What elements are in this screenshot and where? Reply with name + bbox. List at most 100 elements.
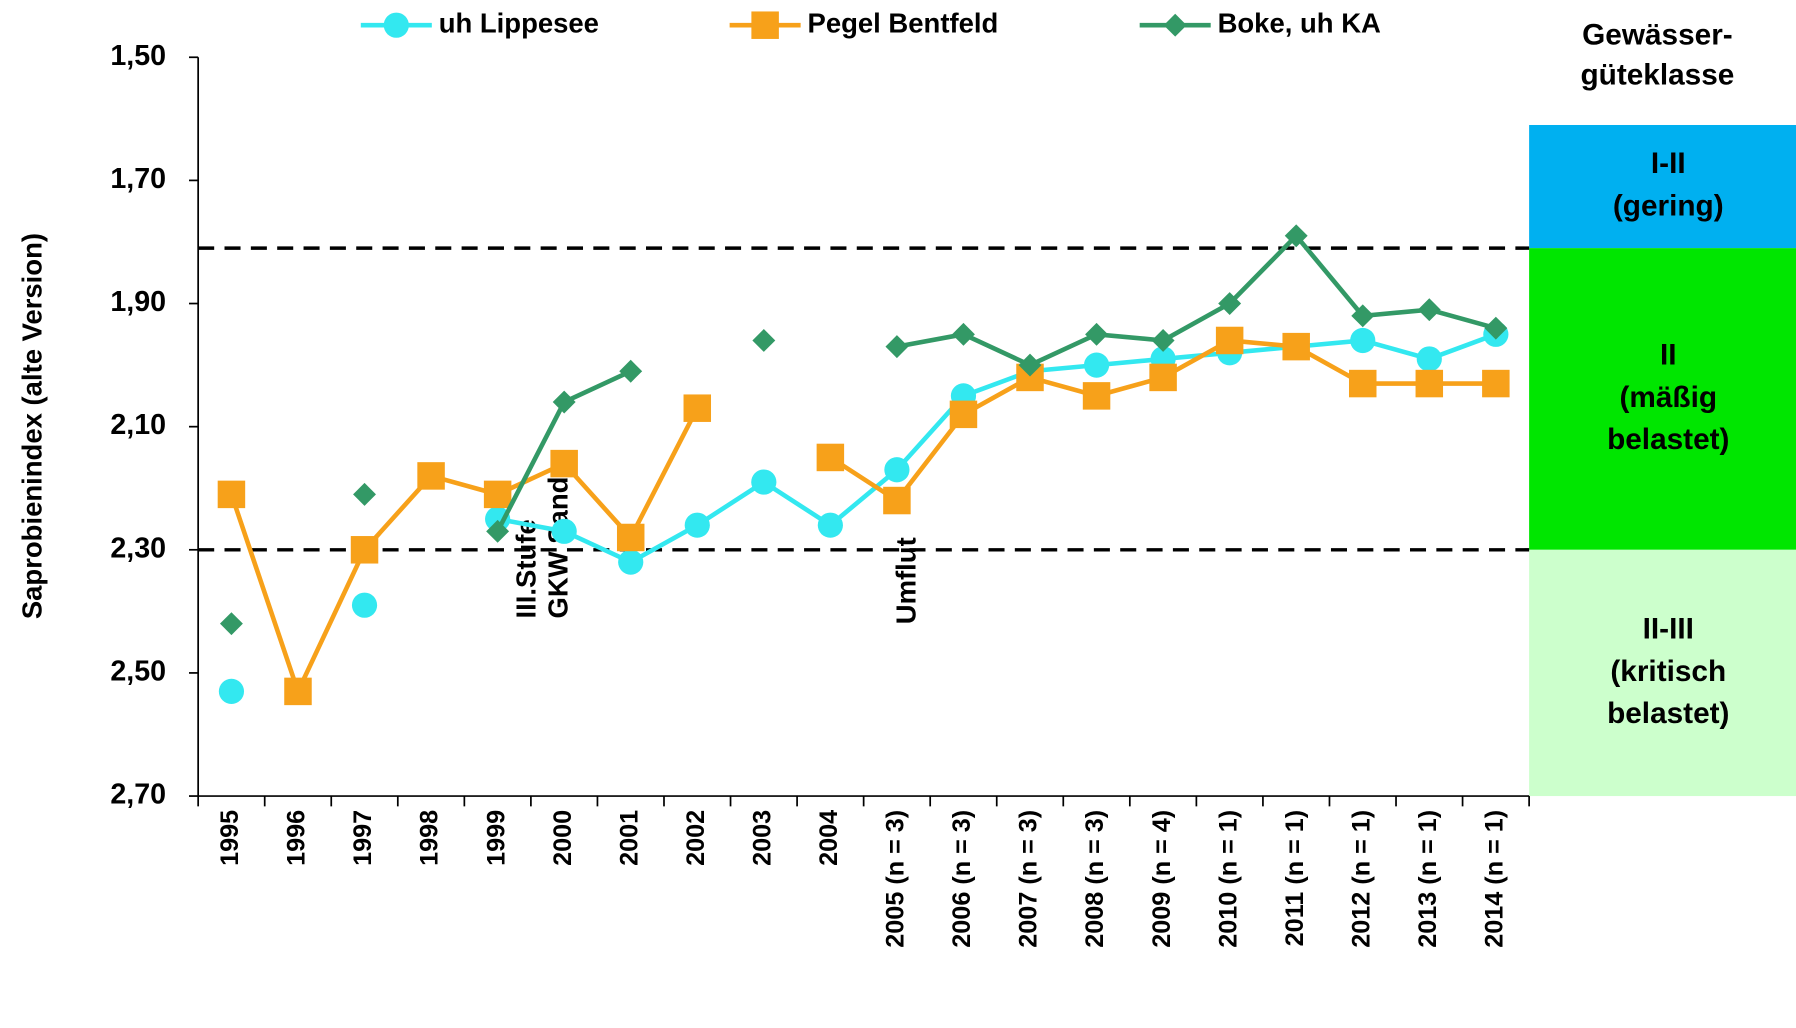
legend-label: uh Lippesee [439,7,599,38]
band-label: II [1660,338,1677,371]
series-line [497,332,1497,565]
x-tick-label: 2007 (n = 3) [1015,810,1043,948]
data-point [883,486,911,515]
data-point [1085,322,1109,346]
data-point [1284,224,1308,248]
class-band [1529,248,1796,550]
annotation: III.Stufe [510,519,541,618]
x-tick-label: 2002 [682,810,710,866]
x-tick-label: 2012 (n = 1) [1347,810,1375,948]
series-line [229,338,1496,698]
x-tick-label: 1997 [349,810,377,866]
data-point [1351,304,1375,328]
x-tick-label: 2008 (n = 3) [1081,810,1109,948]
y-tick-label: 2,10 [110,409,166,441]
data-point [1218,292,1242,315]
x-tick-label: 1998 [416,810,444,866]
data-point [350,536,379,564]
data-point [217,480,246,509]
data-point [683,394,712,422]
data-point [1417,298,1441,322]
series [218,321,1509,704]
data-point [1415,369,1444,398]
data-point [551,518,577,544]
band-label: I-II [1651,147,1686,180]
series [219,224,1508,636]
data-point [1018,353,1042,377]
data-point [752,329,776,352]
data-point [1151,329,1175,352]
series [217,326,1510,706]
x-tick-label: 2000 [549,810,577,866]
x-tick-label: 1995 [216,810,244,866]
data-point [219,612,243,636]
data-point [1350,327,1376,354]
band-label: belastet) [1607,423,1729,456]
data-point [1349,369,1377,398]
annotation: Umflut [891,537,922,624]
y-axis-label: Saprobienindex (alte Version) [17,233,48,619]
data-point [552,390,576,414]
y-tick-label: 1,90 [110,286,166,318]
y-tick-label: 2,30 [110,532,166,564]
data-point [885,335,909,359]
class-header: güteklasse [1580,59,1734,92]
data-point [483,480,512,509]
class-header: Gewässer- [1582,19,1733,52]
band-label: belastet) [1607,697,1729,730]
x-tick-label: 2009 (n = 4) [1148,810,1176,948]
x-tick-label: 2013 (n = 1) [1414,810,1442,948]
data-point [616,523,645,552]
class-band [1529,549,1796,797]
data-point [949,400,978,429]
data-point [1282,332,1310,361]
data-point [619,359,643,383]
data-point [618,549,644,575]
data-point [1082,382,1111,410]
data-point [952,322,975,346]
x-tick-label: 2011 (n = 1) [1281,810,1309,947]
x-tick-label: 2004 [815,810,843,866]
data-point [1482,369,1510,398]
data-point [351,592,378,618]
data-point [1083,352,1110,378]
x-tick-label: 2006 (n = 3) [948,810,976,948]
data-point [485,506,511,532]
data-point [1416,346,1442,372]
legend-label: Boke, uh KA [1218,7,1381,38]
data-point [884,457,910,483]
data-point [383,12,409,38]
x-tick-label: 2005 (n = 3) [882,810,910,948]
y-tick-label: 1,70 [110,163,166,195]
band-label: II-III [1643,612,1694,645]
band-label: (mäßig [1619,381,1717,414]
legend-label: Pegel Bentfeld [808,7,999,38]
data-point [1149,363,1177,392]
band-label: (gering) [1613,190,1724,223]
band-label: (kritisch [1610,655,1726,688]
data-point [751,11,779,39]
x-tick-label: 2010 (n = 1) [1214,810,1242,948]
data-point [751,469,777,495]
data-point [218,678,245,704]
y-tick-label: 2,70 [110,779,166,811]
data-point [284,677,312,706]
x-tick-label: 2001 [615,810,643,866]
x-tick-label: 1996 [283,810,311,866]
data-point [417,462,445,490]
class-band [1529,124,1796,249]
data-point [1163,13,1187,37]
data-point [353,482,376,506]
x-tick-label: 1999 [482,810,510,866]
data-point [550,449,578,478]
x-tick-label: 2003 [748,810,776,866]
x-tick-label: 2014 (n = 1) [1480,810,1508,948]
data-point [684,512,710,538]
y-tick-label: 2,50 [110,655,166,687]
data-point [816,443,845,472]
data-point [1215,326,1244,355]
data-point [1484,316,1508,340]
data-point [817,512,843,538]
y-tick-label: 1,50 [110,40,166,72]
